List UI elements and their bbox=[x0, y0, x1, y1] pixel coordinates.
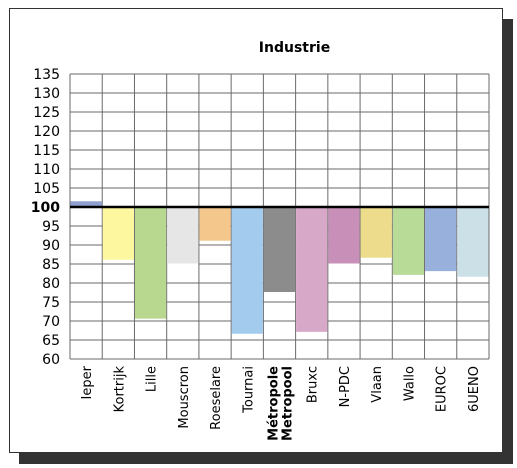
x-tick-label: Mouscron bbox=[177, 366, 192, 429]
bar bbox=[392, 207, 425, 276]
y-tick-label: 65 bbox=[42, 333, 60, 349]
y-tick-label: 125 bbox=[33, 105, 60, 121]
y-tick-label: 105 bbox=[33, 181, 60, 197]
x-tick-label: 6UENO bbox=[467, 366, 482, 412]
bar bbox=[134, 207, 167, 320]
x-tick-label: N-PDC bbox=[338, 366, 353, 407]
bar bbox=[70, 201, 102, 207]
chart-title: Industrie bbox=[259, 40, 330, 56]
y-tick-label: 85 bbox=[42, 257, 60, 273]
y-tick-label: 70 bbox=[42, 314, 60, 330]
x-tick-label: Tournai bbox=[241, 366, 256, 414]
y-tick-label: 90 bbox=[42, 238, 60, 254]
bar bbox=[102, 207, 134, 261]
y-tick-label: 130 bbox=[33, 86, 60, 102]
y-tick-label: 110 bbox=[33, 162, 60, 178]
x-axis-ticks: Ieper Kortrijk Lille Mouscron Roeselare Tourn… bbox=[80, 365, 482, 441]
bar bbox=[263, 207, 296, 293]
bar bbox=[231, 207, 263, 335]
y-tick-label: 135 bbox=[33, 67, 60, 83]
bar bbox=[167, 207, 199, 264]
y-tick-label: 120 bbox=[33, 124, 60, 140]
bar bbox=[199, 207, 231, 242]
bar bbox=[296, 207, 328, 333]
x-tick-label: Lille bbox=[145, 366, 160, 392]
y-tick-label: 80 bbox=[42, 276, 60, 292]
x-tick-label: Wallo bbox=[402, 366, 417, 401]
bars-layer bbox=[70, 201, 489, 335]
x-tick-label: Kortrijk bbox=[112, 366, 127, 413]
x-tick-label: Vlaan bbox=[370, 366, 385, 403]
x-tick-label: Métropole bbox=[267, 366, 282, 441]
y-tick-label: 60 bbox=[42, 352, 60, 368]
x-tick-label: Roeselare bbox=[209, 366, 224, 430]
bar bbox=[360, 207, 392, 259]
x-tick-label: Bruxc bbox=[306, 366, 321, 403]
x-tick-label: Ieper bbox=[80, 365, 95, 399]
bar bbox=[457, 207, 489, 278]
y-tick-label: 115 bbox=[33, 143, 60, 159]
y-tick-label: 75 bbox=[42, 295, 60, 311]
y-axis-ticks: 60 65 70 75 80 85 90 95 100 105 110 115 120 125 130 135 bbox=[31, 67, 60, 368]
x-tick-label: EUROC bbox=[435, 366, 450, 412]
x-tick-label: Metropool bbox=[281, 366, 296, 441]
y-tick-label: 100 bbox=[31, 200, 60, 216]
bar bbox=[328, 207, 360, 264]
y-tick-label: 95 bbox=[42, 219, 60, 235]
bar bbox=[425, 207, 457, 272]
